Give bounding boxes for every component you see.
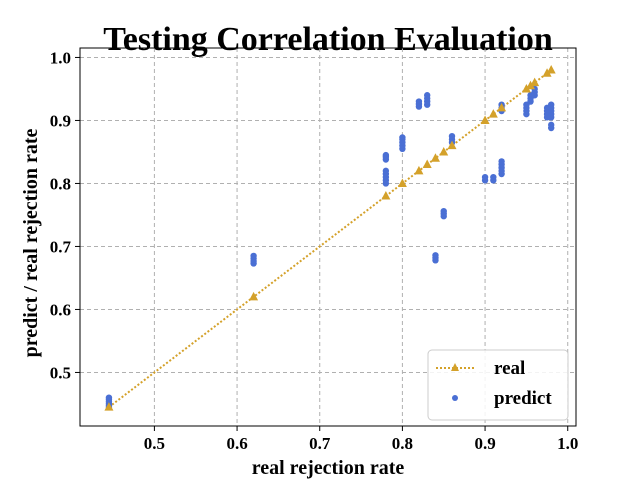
legend-real-marker [451, 363, 459, 371]
real-point [430, 153, 440, 162]
y-axis-label: predict / real rejection rate [20, 128, 42, 357]
predict-point [415, 98, 423, 105]
y-tick-label: 0.5 [50, 363, 71, 382]
real-point [488, 109, 498, 118]
x-tick-label: 0.9 [474, 434, 495, 453]
y-tick-label: 0.8 [50, 174, 71, 193]
y-tick-label: 0.9 [50, 111, 71, 130]
y-tick-label: 1.0 [50, 48, 71, 67]
real-point [414, 165, 424, 175]
real-markers [104, 65, 556, 411]
x-axis: 0.5 0.6 0.7 0.8 0.9 1.0 [144, 426, 578, 453]
legend-real-label: real [494, 358, 525, 379]
predict-point [548, 121, 555, 129]
predict-point [250, 252, 257, 260]
real-point [439, 146, 449, 156]
real-point [497, 102, 507, 112]
plot-frame [79, 47, 577, 427]
predict-series [105, 85, 555, 411]
real-point [397, 178, 407, 187]
y-tick-label: 0.7 [50, 237, 72, 256]
real-point [542, 68, 552, 77]
predict-point [432, 252, 439, 259]
real-point [381, 191, 391, 200]
y-tick-label: 0.6 [50, 300, 71, 319]
real-point [422, 159, 432, 169]
legend-predict-label: predict [494, 388, 552, 409]
predict-point [448, 133, 456, 140]
x-tick-label: 1.0 [557, 434, 578, 453]
real-point [526, 80, 536, 90]
real-point [249, 291, 259, 301]
legend-predict-marker [452, 395, 458, 401]
real-point [521, 83, 531, 93]
x-tick-label: 0.8 [392, 434, 413, 453]
real-point [530, 77, 540, 87]
legend-box [427, 349, 569, 421]
x-axis-label: real rejection rate [252, 457, 405, 479]
chart-title: Testing Correlation Evaluation [103, 21, 553, 58]
predict-point [548, 101, 555, 108]
predict-point [382, 151, 390, 159]
predict-point [498, 158, 505, 165]
predict-point [399, 134, 406, 141]
predict-point [481, 173, 489, 181]
predict-point [490, 173, 497, 181]
real-point [480, 115, 490, 124]
real-point [104, 402, 114, 411]
predict-point [382, 167, 390, 175]
y-axis: 0.5 0.6 0.7 0.8 0.9 1.0 [50, 48, 80, 382]
predict-point [424, 92, 431, 99]
predict-point [105, 394, 113, 401]
predict-point [440, 207, 447, 215]
x-tick-label: 0.6 [226, 434, 247, 453]
x-tick-label: 0.7 [309, 434, 331, 453]
legend: real predict [427, 349, 569, 421]
real-point [447, 140, 457, 150]
real-point [546, 65, 556, 74]
x-tick-label: 0.5 [144, 434, 165, 453]
